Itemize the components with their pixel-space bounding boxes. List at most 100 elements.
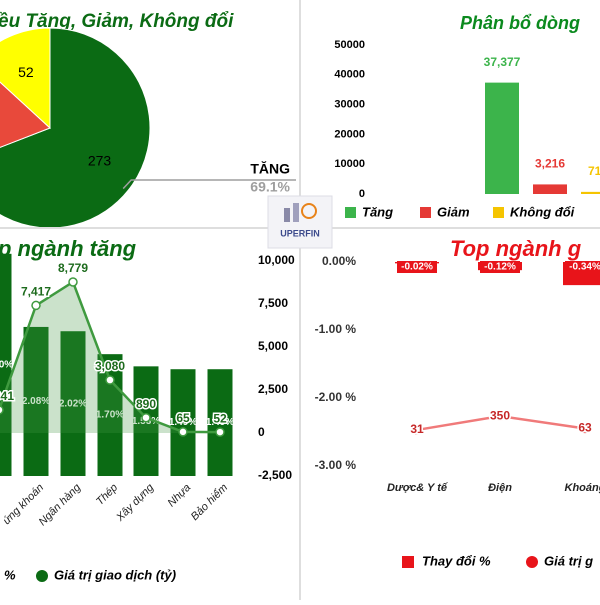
data-label: 350 (490, 408, 510, 422)
y2-tick-label: 0 (258, 425, 265, 439)
panel: ều Tăng, Giảm, Không đổi 2737052TĂNG69.1… (0, 11, 296, 227)
data-label: 890 (136, 397, 156, 411)
bar (485, 82, 519, 194)
data-label: 3.10% (0, 360, 13, 371)
data-label: 63 (578, 421, 592, 435)
legend-marker (36, 570, 48, 582)
bar (23, 326, 49, 476)
line-marker (412, 425, 422, 435)
line-area (0, 282, 220, 433)
y-tick-label: 40000 (334, 69, 365, 81)
bar (207, 369, 233, 476)
data-label: 3,216 (535, 157, 565, 171)
x-tick-label: Điện (488, 482, 512, 494)
logo: UPERFIN (267, 195, 333, 249)
y2-tick-label: 5,000 (258, 339, 288, 353)
y2-tick-label: 10,000 (258, 253, 295, 267)
data-label-box (565, 261, 600, 273)
panel-title: Top ngành g (450, 236, 582, 261)
data-label: 1.70% (96, 410, 124, 421)
bar (60, 331, 86, 476)
logo-icon (293, 203, 299, 222)
data-label: 1.49% (206, 417, 234, 428)
panel: Phân bổ dòng 0 10000 20000 30000 40000 50000 3… (334, 13, 600, 219)
panel-title: ều Tăng, Giảm, Không đổi (0, 11, 234, 32)
panel-title: p ngành tăng (0, 236, 137, 261)
line-marker (141, 412, 151, 423)
legend-swatch (402, 556, 414, 568)
data-label: 65 (176, 411, 190, 425)
data-label: 2.08% (22, 396, 50, 407)
line-marker (31, 300, 41, 311)
logo-icon (301, 203, 317, 219)
data-label: -0.34% (569, 262, 600, 273)
data-label: 31 (410, 422, 424, 436)
bar (533, 184, 567, 194)
data-label: 273 (88, 153, 112, 169)
data-label: 1.49% (169, 417, 197, 428)
data-label: -0.12% (484, 262, 516, 273)
line-marker (495, 411, 505, 421)
data-label: 8,779 (58, 261, 88, 275)
pie-slice (0, 81, 51, 148)
data-label: -0.02% (401, 262, 433, 273)
data-label-box (480, 261, 520, 273)
legend-label: Không đổi (510, 204, 575, 219)
logo-text: UPERFIN (280, 228, 320, 238)
pie-slice (0, 27, 151, 227)
data-label: 37,377 (484, 55, 521, 69)
data-label-box (397, 261, 437, 273)
legend-label: Thay đổi % (422, 553, 491, 568)
bar (0, 253, 12, 476)
legend-marker (526, 556, 538, 568)
data-label: 7,417 (21, 285, 51, 299)
bar (170, 369, 196, 476)
logo-box (267, 195, 333, 249)
bar (97, 354, 123, 476)
data-label: 52 (213, 411, 227, 425)
legend-swatch (493, 207, 504, 218)
x-tick-label: Khoáng (565, 482, 600, 494)
line-marker (580, 423, 590, 434)
y2-tick-label: -2,500 (258, 468, 292, 482)
y-tick-label: 10000 (334, 158, 365, 170)
data-label: 3,080 (95, 359, 125, 373)
data-label: 1,341 (0, 389, 14, 403)
callout-value: 69.1% (250, 179, 290, 195)
y-tick-label: 50000 (334, 39, 365, 51)
legend-label: Giá trị giao dịch (tỷ) (54, 567, 176, 582)
y-tick-label: 0 (359, 188, 365, 200)
legend-swatch (345, 207, 356, 218)
y-tick-label: 20000 (334, 128, 365, 140)
data-label: 2.02% (59, 398, 87, 409)
line-marker (178, 427, 188, 437)
legend-swatch (420, 207, 431, 218)
y-tick-label: -2.00 % (315, 390, 357, 404)
pie-slice (0, 27, 51, 130)
bar (581, 191, 600, 194)
x-tick-label: Dược& Y tế (387, 482, 449, 494)
logo-icon (284, 208, 290, 222)
y-tick-label: 30000 (334, 99, 365, 111)
legend-label: Giảm (437, 204, 470, 219)
legend-label: Tăng (362, 204, 393, 219)
y2-tick-label: 2,500 (258, 382, 288, 396)
y2-tick-label: 7,500 (258, 296, 288, 310)
y-tick-label: -1.00 % (315, 322, 357, 336)
data-label: 52 (18, 64, 34, 80)
panel: Top ngành g 0.00% -1.00 % -2.00 % -3.00 % Dư… (315, 236, 600, 568)
panel-title: Phân bổ dòng (460, 13, 580, 33)
line-marker (105, 375, 115, 385)
line-marker (215, 427, 225, 437)
data-label: 716 (588, 164, 600, 178)
y-tick-label: 0.00% (322, 254, 356, 268)
callout-label: TĂNG (250, 161, 290, 177)
legend-label: % (4, 567, 16, 582)
legend-label: Giá trị g (544, 553, 593, 568)
y-tick-label: -3.00 % (315, 458, 357, 472)
line-marker (0, 405, 4, 415)
leader-line (122, 179, 296, 190)
line-marker (68, 277, 78, 287)
